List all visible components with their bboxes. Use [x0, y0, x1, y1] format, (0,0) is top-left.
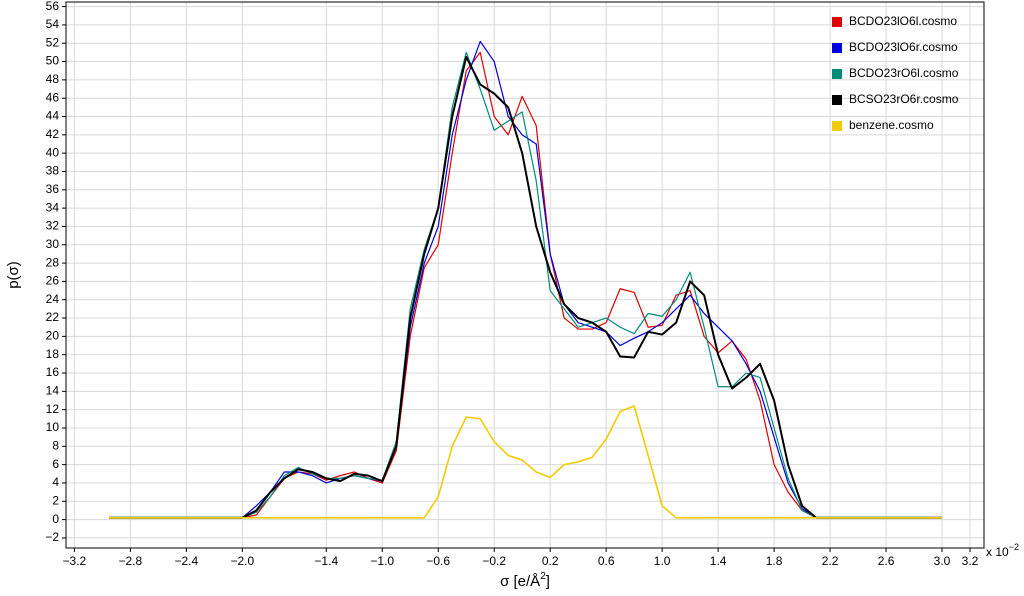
y-tick-label: 4 — [52, 475, 59, 489]
x-tick-label: −2.0 — [230, 554, 254, 568]
y-tick-label: 54 — [46, 17, 60, 31]
x-tick-label: −2.8 — [119, 554, 143, 568]
y-tick-label: 12 — [46, 402, 60, 416]
y-tick-label: 38 — [46, 164, 60, 178]
x-tick-label: −0.2 — [482, 554, 506, 568]
y-tick-label: 18 — [46, 347, 60, 361]
y-tick-label: 28 — [46, 255, 60, 269]
legend-swatch — [832, 17, 842, 27]
legend-label: BCDO23lO6r.cosmo — [849, 40, 958, 54]
y-tick-label: 14 — [46, 384, 60, 398]
x-tick-label: −1.4 — [314, 554, 338, 568]
legend-label: BCDO23lO6l.cosmo — [849, 14, 957, 28]
series-line — [109, 40, 943, 519]
legend-swatch — [832, 43, 842, 53]
y-tick-label: 34 — [46, 200, 60, 214]
x-multiplier-exp: −2 — [1009, 542, 1019, 552]
x-tick-label: 3.2 — [962, 554, 979, 568]
plot-frame — [65, 1, 985, 549]
y-tick-label: 44 — [46, 109, 60, 123]
y-tick-label: 50 — [46, 54, 60, 68]
y-tick-label: 16 — [46, 365, 60, 379]
x-axis-label-text: σ [e/Å — [500, 573, 540, 590]
legend-swatch — [832, 95, 842, 105]
y-axis-label: p(σ) — [5, 261, 22, 289]
legend-swatch — [832, 121, 842, 131]
x-tick-label: 2.6 — [878, 554, 895, 568]
y-tick-label: 40 — [46, 145, 60, 159]
y-tick-label: 36 — [46, 182, 60, 196]
y-tick-label: 42 — [46, 127, 60, 141]
y-tick-label: 32 — [46, 219, 60, 233]
legend-swatch — [832, 69, 842, 79]
y-tick-label: 26 — [46, 274, 60, 288]
x-tick-label: 0.2 — [542, 554, 559, 568]
y-tick-label: 56 — [46, 0, 60, 13]
x-tick-label: 3.0 — [934, 554, 951, 568]
x-tick-label: 1.4 — [710, 554, 727, 568]
y-tick-label: 6 — [52, 457, 59, 471]
y-tick-label: 24 — [46, 292, 60, 306]
legend-label: benzene.cosmo — [849, 118, 934, 132]
y-tick-label: −2 — [45, 530, 59, 544]
x-tick-label: −3.2 — [63, 554, 87, 568]
y-tick-label: 30 — [46, 237, 60, 251]
x-tick-label: −1.0 — [370, 554, 394, 568]
legend-label: BCDO23rO6l.cosmo — [849, 66, 959, 80]
y-tick-label: 0 — [52, 512, 59, 526]
y-tick-label: 46 — [46, 90, 60, 104]
x-axis-label-sup: 2 — [540, 571, 546, 582]
y-tick-label: 48 — [46, 72, 60, 86]
series-line — [109, 55, 943, 519]
y-tick-label: 2 — [52, 493, 59, 507]
x-tick-label: 1.0 — [654, 554, 671, 568]
x-tick-label: 2.2 — [822, 554, 839, 568]
y-tick-label: 22 — [46, 310, 60, 324]
y-tick-label: 20 — [46, 329, 60, 343]
x-multiplier-base: x 10 — [986, 545, 1009, 559]
x-tick-label: 0.6 — [598, 554, 615, 568]
y-tick-label: 10 — [46, 420, 60, 434]
x-axis-label: σ [e/Å2] — [500, 571, 550, 590]
y-tick-label: 8 — [52, 438, 59, 452]
series-line — [109, 405, 943, 519]
x-tick-label: 1.8 — [766, 554, 783, 568]
x-axis-label-text: ] — [546, 573, 550, 590]
x-multiplier: x 10−2 — [986, 542, 1019, 559]
legend-label: BCSO23rO6r.cosmo — [849, 92, 959, 106]
x-tick-label: −2.4 — [174, 554, 198, 568]
x-tick-label: −0.6 — [426, 554, 450, 568]
y-tick-label: 52 — [46, 35, 60, 49]
